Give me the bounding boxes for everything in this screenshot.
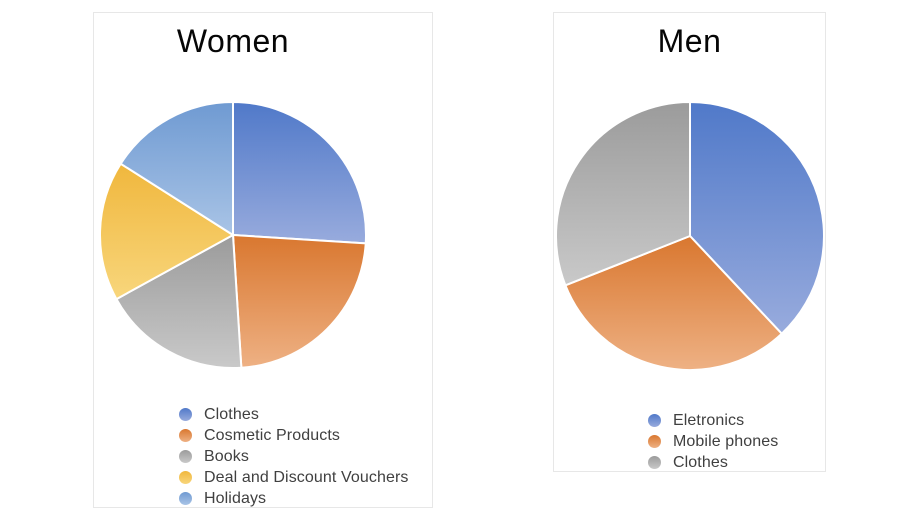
pie-slice-holidays (119, 101, 234, 236)
legend-swatch-icon (179, 408, 192, 421)
pie-slice-deal-and-discount-vouchers (99, 162, 234, 301)
pie-slice-mobile-phones (564, 235, 783, 371)
legend-label: Books (204, 447, 249, 465)
pie-slice-eletronics (689, 101, 825, 335)
legend-swatch-icon (179, 429, 192, 442)
women-legend: Clothes Cosmetic Products Books Deal and Di… (179, 404, 409, 509)
legend-item-cosmetic-products: Cosmetic Products (179, 425, 409, 446)
legend-label: Clothes (673, 453, 728, 471)
legend-label: Holidays (204, 489, 267, 507)
men-legend: Eletronics Mobile phones Clothes (648, 410, 778, 473)
pie-slice-cosmetic-products (232, 234, 367, 369)
legend-item-eletronics: Eletronics (648, 410, 778, 431)
legend-swatch-icon (648, 435, 661, 448)
legend-label: Mobile phones (673, 432, 779, 450)
pie-slice-books (115, 234, 243, 369)
legend-item-clothes: Clothes (179, 404, 409, 425)
legend-item-mobile-phones: Mobile phones (648, 431, 778, 452)
pie-slice-clothes (232, 101, 367, 245)
pie-slice-clothes (555, 101, 691, 287)
legend-swatch-icon (179, 471, 192, 484)
men-pie-chart (555, 101, 825, 371)
legend-label: Eletronics (673, 411, 745, 429)
legend-item-clothes: Clothes (648, 452, 778, 473)
legend-swatch-icon (179, 450, 192, 463)
legend-item-books: Books (179, 446, 409, 467)
women-chart-title: Women (176, 23, 290, 59)
legend-swatch-icon (179, 492, 192, 505)
legend-label: Cosmetic Products (204, 426, 340, 444)
men-chart-card: Men Eletronics Mobile phones Clothes (553, 12, 826, 472)
women-chart-card: Women Clothes Cosmetic Products Books Deal … (93, 12, 433, 508)
legend-item-deal-and-discount-vouchers: Deal and Discount Vouchers (179, 467, 409, 488)
men-chart-title: Men (657, 23, 722, 59)
legend-label: Deal and Discount Vouchers (204, 468, 409, 486)
legend-swatch-icon (648, 414, 661, 427)
legend-item-holidays: Holidays (179, 488, 409, 509)
legend-swatch-icon (648, 456, 661, 469)
women-pie-chart (99, 101, 367, 369)
legend-label: Clothes (204, 405, 259, 423)
